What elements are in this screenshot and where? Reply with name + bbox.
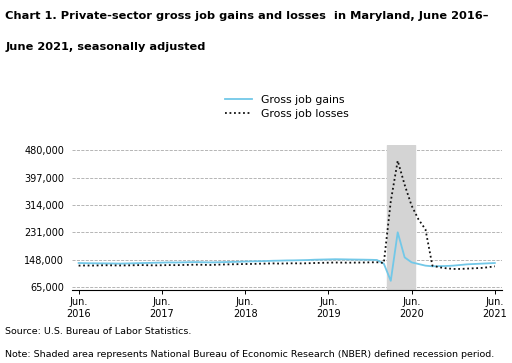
Legend: Gross job gains, Gross job losses: Gross job gains, Gross job losses — [225, 95, 349, 119]
Text: Source: U.S. Bureau of Labor Statistics.: Source: U.S. Bureau of Labor Statistics. — [5, 327, 191, 336]
Text: June 2021, seasonally adjusted: June 2021, seasonally adjusted — [5, 42, 205, 52]
Text: Chart 1. Private-sector gross job gains and losses  in Maryland, June 2016–: Chart 1. Private-sector gross job gains … — [5, 11, 488, 21]
Text: Note: Shaded area represents National Bureau of Economic Research (NBER) defined: Note: Shaded area represents National Bu… — [5, 350, 495, 359]
Bar — [387, 145, 415, 290]
